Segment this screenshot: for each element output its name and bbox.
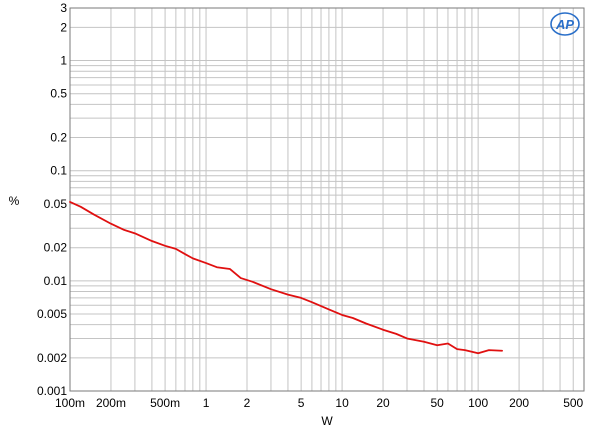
- x-axis-title: W: [321, 414, 333, 428]
- y-tick-label: 0.05: [44, 197, 68, 211]
- y-tick-label: 0.2: [50, 131, 67, 145]
- y-tick-label: 0.5: [50, 87, 67, 101]
- x-tick-labels: 100m 200m 500m 1 2 5 10 20 50 100 200 500: [55, 396, 584, 410]
- y-tick-label: 3: [60, 1, 67, 15]
- series-layer: [69, 201, 503, 355]
- x-tick-label: 500m: [150, 396, 180, 410]
- plot-frame: [69, 7, 585, 392]
- y-tick-label: 0.01: [44, 274, 68, 288]
- y-tick-label: 0.001: [37, 384, 67, 398]
- x-tick-label: 200m: [96, 396, 126, 410]
- y-tick-label: 1: [60, 54, 67, 68]
- y-tick-label: 2: [60, 20, 67, 34]
- x-tick-label: 200: [509, 396, 529, 410]
- x-tick-label: 10: [335, 396, 349, 410]
- ap-logo-ring: [550, 12, 580, 36]
- x-tick-label: 20: [376, 396, 390, 410]
- chart-grid: [69, 7, 585, 392]
- y-tick-labels: 3 2 1 0.5 0.2 0.1 0.05 0.02 0.01 0.005 0.002 0.001: [37, 1, 67, 398]
- x-tick-label: 50: [431, 396, 445, 410]
- y-tick-label: 0.002: [37, 351, 67, 365]
- x-tick-label: 2: [244, 396, 251, 410]
- y-axis-title: %: [9, 194, 20, 208]
- x-tick-label: 500: [563, 396, 583, 410]
- x-tick-label: 5: [298, 396, 305, 410]
- x-tick-label: 1: [203, 396, 210, 410]
- ap-logo-text: AP: [555, 17, 574, 32]
- x-tick-label: 100: [468, 396, 488, 410]
- x-tick-label: 100m: [55, 396, 85, 410]
- y-tick-label: 0.005: [37, 307, 67, 321]
- y-tick-label: 0.1: [50, 164, 67, 178]
- ap-logo: AP: [550, 12, 580, 36]
- series-line: [69, 201, 503, 355]
- y-tick-label: 0.02: [44, 241, 68, 255]
